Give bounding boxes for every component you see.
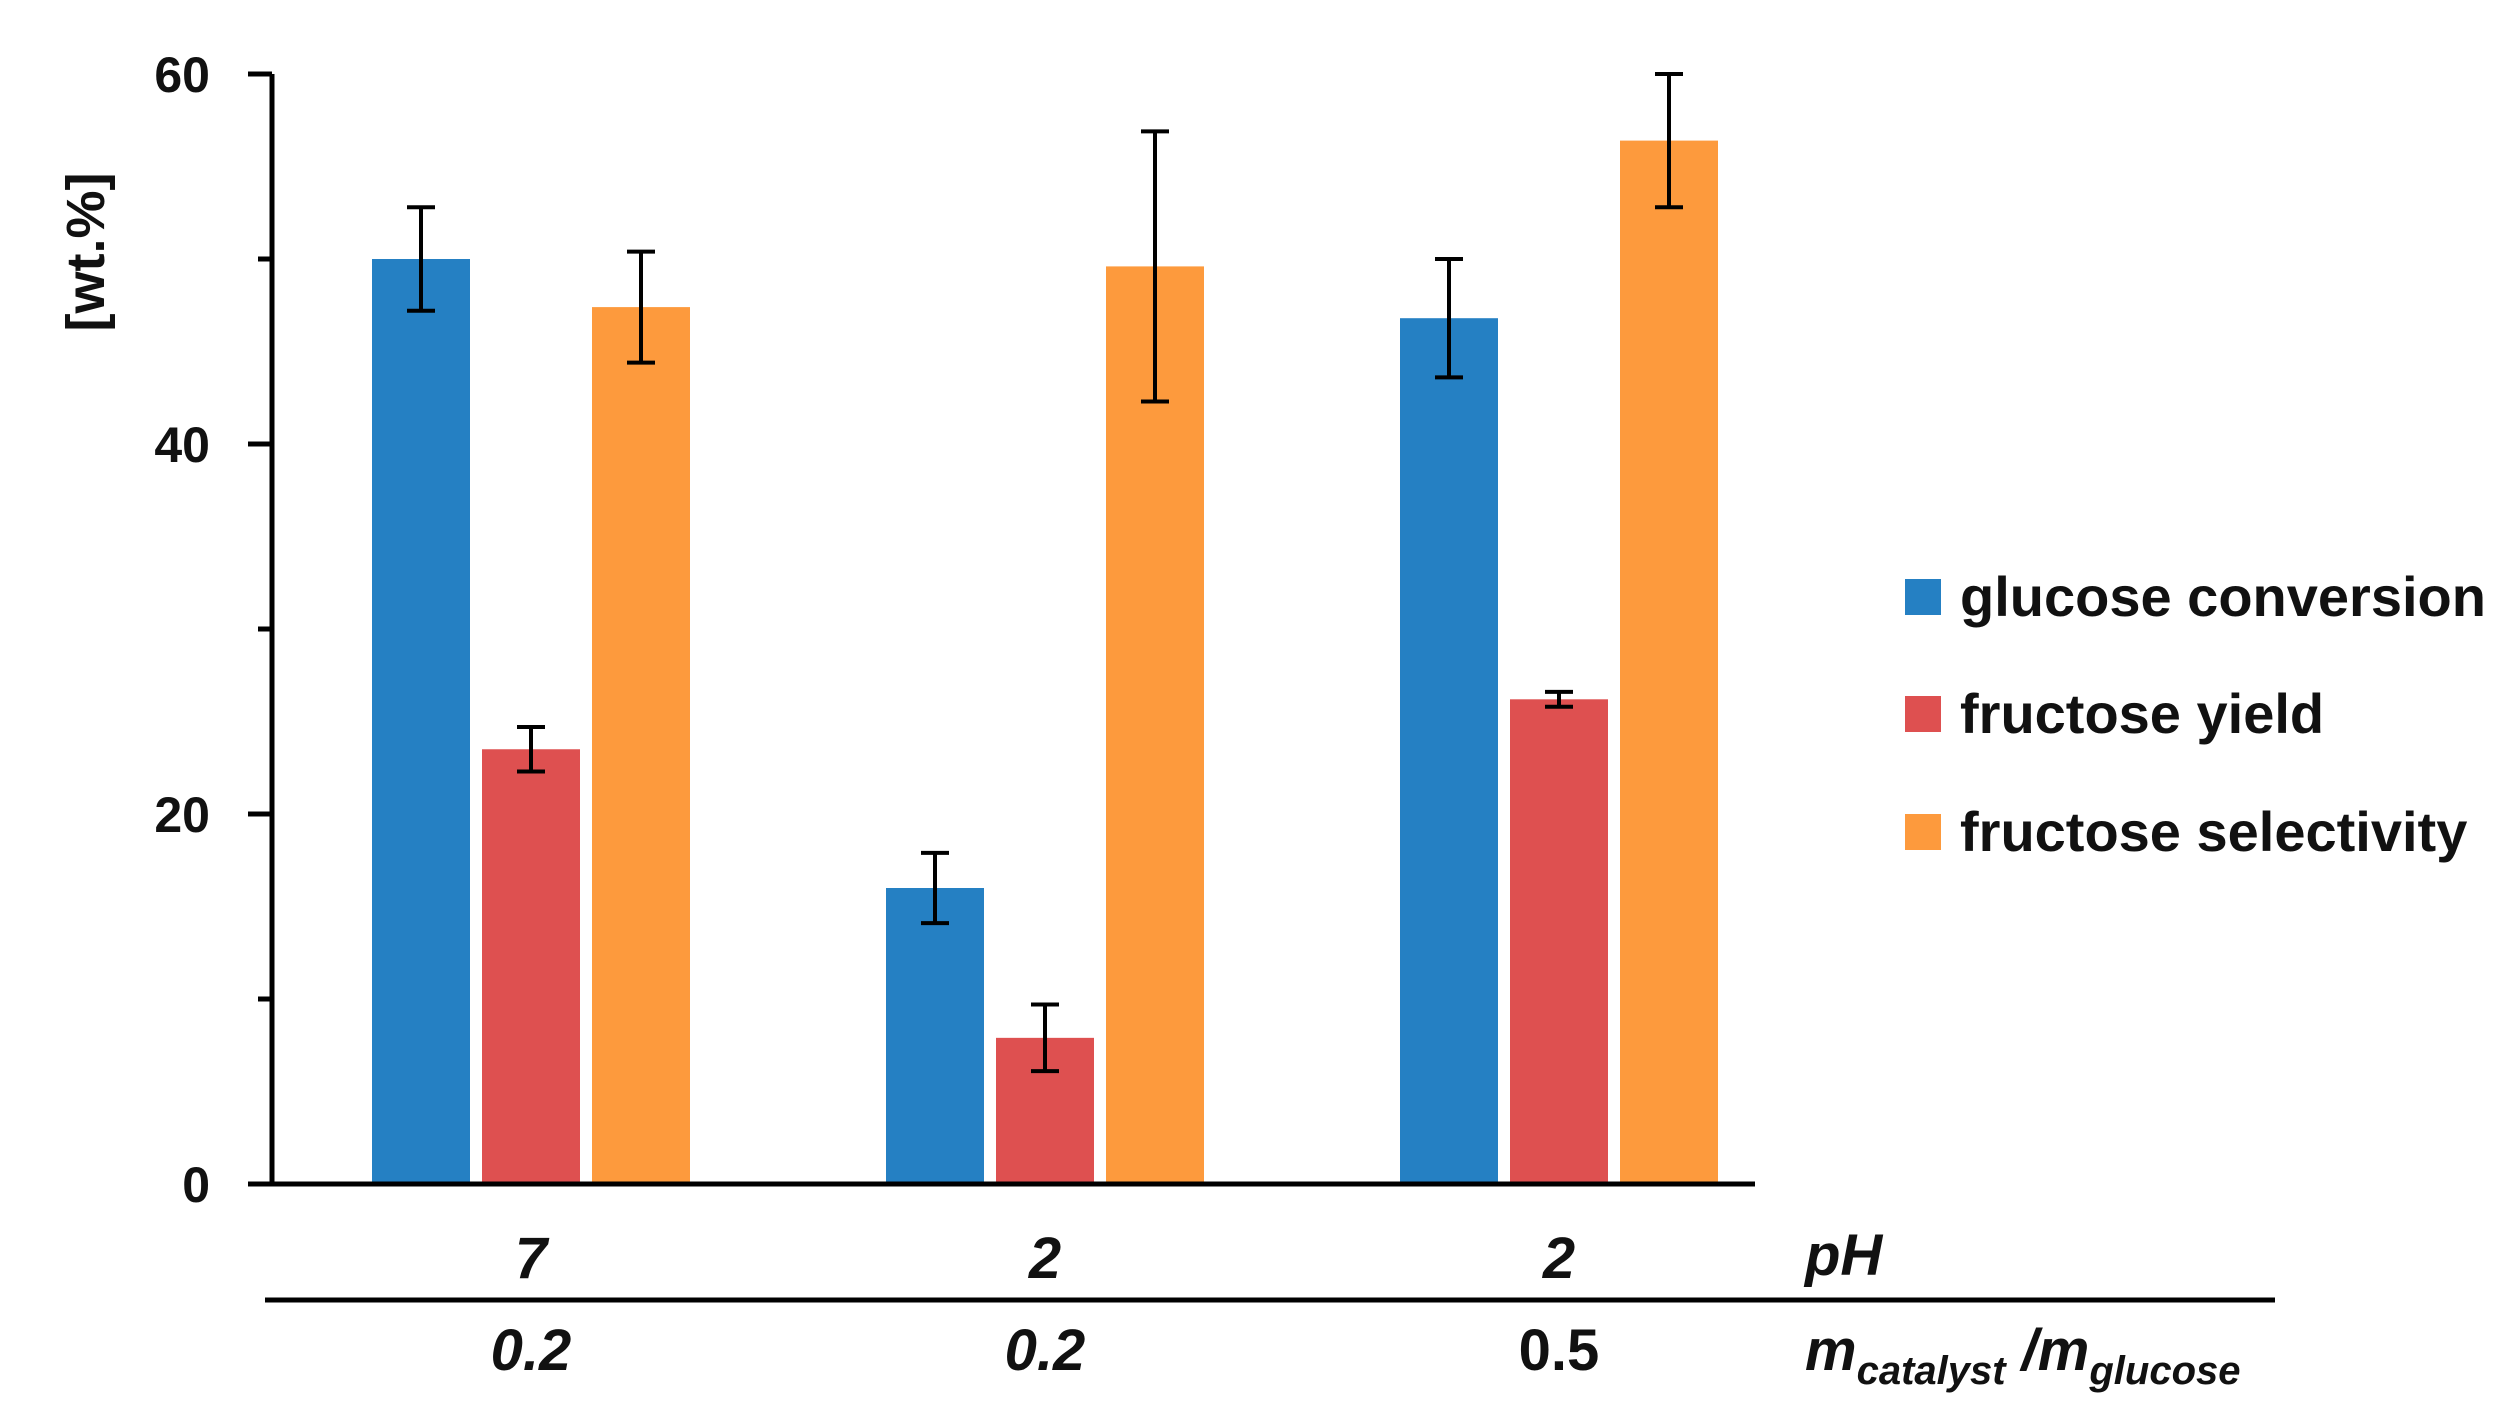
category-ph-label-2: 2 [1542,1226,1575,1291]
ratio-main: m [1805,1318,1857,1383]
legend-item-0: glucose conversion [1905,565,2486,628]
category-ph-label-0: 7 [515,1226,550,1291]
category-ph-label-1: 2 [1028,1226,1061,1291]
ratio-subscript-glucose: glucose [2088,1349,2240,1393]
error-bar-0-0 [407,205,435,313]
bar-0-0 [372,259,470,1184]
y-axis-label: [wt.%] [56,173,116,332]
error-bars-layer [407,72,1683,1074]
ph-row-label: pH [1803,1223,1883,1288]
y-tick-label-40: 40 [154,417,210,473]
error-bar-0-1 [921,850,949,926]
error-bar-1-1 [1031,1002,1059,1074]
category-ratio-label-0: 0.2 [491,1318,572,1383]
legend: glucose conversion fructose yield fructose… [1905,565,2486,863]
y-ticks-layer: 0 20 40 60 [154,47,272,1213]
bar-0-1 [886,888,984,1184]
legend-swatch [1905,579,1941,615]
ratio-row-label: mcatalyst /mglucose [1805,1318,2241,1393]
error-bar-1-2 [1545,689,1573,709]
ratio-subscript-catalyst: catalyst [1857,1349,2008,1393]
bar-1-2 [1510,699,1608,1184]
legend-label: glucose conversion [1960,565,2486,628]
error-bar-2-2 [1655,72,1683,210]
y-tick-label-60: 60 [154,47,210,103]
bars-layer [372,140,1718,1185]
y-tick-label-20: 20 [154,787,210,843]
legend-label: fructose selectivity [1960,800,2467,863]
legend-label: fructose yield [1960,682,2324,745]
bar-1-0 [482,749,580,1184]
category-ratio-label-2: 0.5 [1519,1318,1600,1383]
ratio-separator: /m [2006,1318,2090,1383]
category-labels-layer: 7 0.2 2 0.2 2 0.5 [491,1226,1600,1383]
bar-2-1 [1106,266,1204,1184]
legend-swatch [1905,696,1941,732]
legend-item-2: fructose selectivity [1905,800,2467,863]
y-tick-label-0: 0 [182,1157,210,1213]
error-bar-1-0 [517,725,545,774]
bar-2-2 [1620,140,1718,1185]
bar-0-2 [1400,318,1498,1184]
category-ratio-label-1: 0.2 [1005,1318,1086,1383]
error-bar-2-0 [627,249,655,365]
bar-2-0 [592,307,690,1185]
error-bar-2-1 [1141,129,1169,404]
legend-item-1: fructose yield [1905,682,2324,745]
error-bar-0-2 [1435,257,1463,380]
legend-swatch [1905,814,1941,850]
